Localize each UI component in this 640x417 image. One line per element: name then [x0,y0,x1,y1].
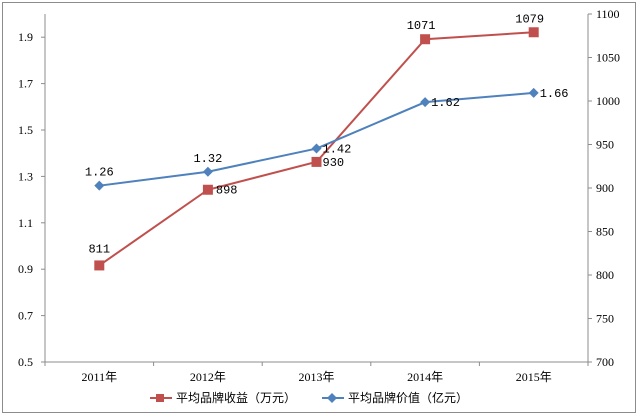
right-axis-tick-label: 950 [596,138,614,152]
data-point-marker [94,260,105,271]
left-axis-tick-label: 0.9 [18,262,33,276]
right-axis-tick-label: 700 [596,355,614,369]
chart-axes [41,13,592,366]
left-axis-ticks: 0.5 0.7 0.9 1.1 1.3 1.5 1.7 1.9 [18,30,33,369]
data-point-marker [94,180,105,191]
left-axis-tick-label: 1.3 [18,169,33,183]
data-label: 1.66 [540,87,569,101]
right-axis-tick-label: 850 [596,225,614,239]
data-label: 1071 [407,19,436,33]
data-label: 898 [216,184,238,198]
x-axis-ticks: 2011年 2012年 2013年 2014年 2015年 [82,370,552,384]
x-axis-tick-label: 2012年 [190,370,226,384]
left-axis-tick-label: 1.9 [18,30,33,44]
right-axis-tick-label: 1100 [596,7,620,21]
data-label: 1.42 [323,143,352,157]
data-point-marker [528,87,539,98]
series-1: 1.26 1.32 1.42 1.62 1.66 [85,87,569,191]
data-label: 1.32 [193,152,222,166]
legend-marker [327,393,337,403]
data-label: 930 [323,156,345,170]
series-0: 811 898 930 1071 1079 [88,12,544,271]
data-label: 1079 [515,12,544,26]
right-axis-tick-label: 900 [596,181,614,195]
series-line [99,91,534,187]
left-axis-tick-label: 0.7 [18,309,33,323]
data-point-marker [311,143,322,154]
x-axis-tick-label: 2011年 [82,370,118,384]
x-axis-tick-label: 2013年 [298,370,334,384]
data-point-marker [420,97,431,108]
right-axis-tick-label: 800 [596,268,614,282]
data-point-marker [420,34,431,45]
x-axis-tick-label: 2015年 [516,370,552,384]
chart-frame [2,2,636,413]
data-point-marker [528,27,539,38]
legend-label: 平均品牌价值（亿元） [348,390,468,405]
data-point-marker [202,166,213,177]
data-point-marker [311,156,322,167]
right-axis-tick-label: 750 [596,312,614,326]
x-axis-tick-label: 2014年 [407,370,443,384]
right-axis-tick-label: 1050 [596,51,620,65]
left-axis-tick-label: 1.1 [18,216,33,230]
data-label: 811 [88,242,110,256]
right-axis-tick-label: 1000 [596,94,620,108]
legend-label: 平均品牌收益（万元） [176,391,296,405]
left-axis-tick-label: 1.7 [18,77,33,91]
legend-marker [156,394,164,402]
legend: 平均品牌收益（万元） 平均品牌价值（亿元） [150,390,468,405]
data-label: 1.26 [85,166,114,180]
left-axis-tick-label: 0.5 [18,355,33,369]
data-point-marker [202,184,213,195]
right-axis-ticks: 700 750 800 850 900 950 1000 1050 1100 [596,7,620,369]
data-label: 1.62 [431,96,460,110]
left-axis-tick-label: 1.5 [18,123,33,137]
series-layer: 811 898 930 1071 1079 1.26 1.32 1.42 1.62 1.66 [85,12,569,271]
